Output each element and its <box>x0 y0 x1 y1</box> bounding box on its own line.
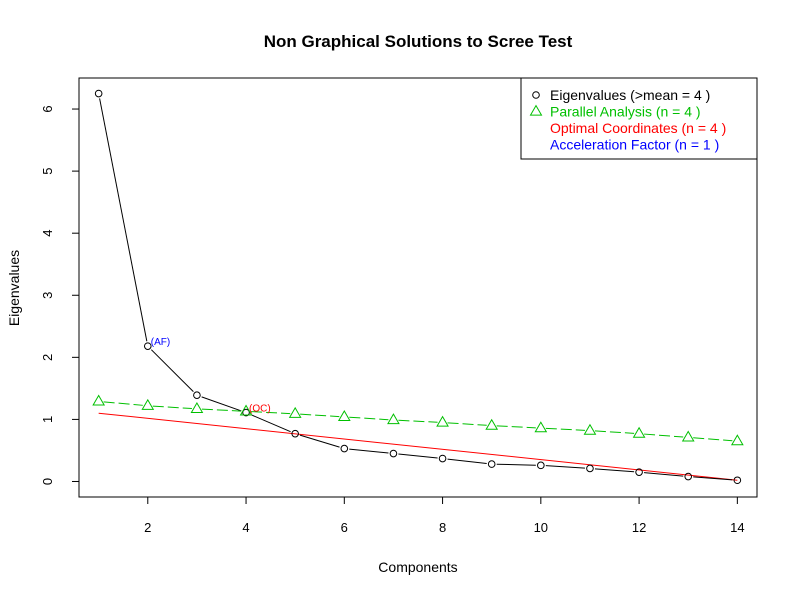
series-line-segment <box>594 430 635 434</box>
series-line-segment <box>545 427 585 431</box>
x-tick-label: 4 <box>242 520 249 535</box>
data-point <box>632 426 646 438</box>
series-parallel-analysis <box>92 394 744 446</box>
data-point <box>288 406 302 418</box>
x-tick-label: 8 <box>439 520 446 535</box>
y-tick-label: 3 <box>40 292 55 299</box>
x-tick-label: 2 <box>144 520 151 535</box>
series-line-segment <box>250 414 291 433</box>
y-tick-label: 4 <box>40 230 55 237</box>
series-line-segment <box>545 465 585 469</box>
x-axis-label: Components <box>378 559 457 575</box>
legend-entry: Optimal Coordinates (n = 4 ) <box>550 120 726 136</box>
series-line-segment <box>103 401 143 406</box>
series-line-segment <box>300 413 340 418</box>
y-tick-label: 5 <box>40 167 55 174</box>
y-tick-label: 0 <box>40 478 55 485</box>
data-point <box>387 413 400 425</box>
series-line-segment <box>447 422 487 426</box>
legend-entry: Parallel Analysis (n = 4 ) <box>550 104 701 120</box>
data-point <box>239 404 253 416</box>
oc-line <box>98 412 738 481</box>
data-point <box>583 423 597 435</box>
series-eigenvalues <box>94 89 742 485</box>
series-line-segment <box>398 453 438 459</box>
data-point <box>242 408 250 417</box>
data-point <box>485 418 499 430</box>
data-point <box>730 434 744 446</box>
series-line-segment <box>693 476 733 481</box>
y-tick-label: 2 <box>40 354 55 361</box>
data-point <box>193 391 201 399</box>
series-line-segment <box>594 468 635 473</box>
data-point <box>586 464 594 473</box>
series-line-segment <box>150 349 194 393</box>
data-point <box>635 468 643 476</box>
legend-symbol-circle <box>532 91 540 99</box>
legend-box <box>520 77 758 160</box>
chart-title: Non Graphical Solutions to Scree Test <box>264 32 573 51</box>
data-point <box>681 430 695 442</box>
x-tick-label: 10 <box>534 520 548 535</box>
data-point <box>487 460 496 468</box>
data-point <box>94 89 103 98</box>
data-point <box>436 415 449 427</box>
x-tick-label: 6 <box>341 520 348 535</box>
series-line-segment <box>496 425 536 429</box>
series-line-segment <box>152 405 192 410</box>
x-tick-label: 12 <box>632 520 646 535</box>
data-point <box>92 394 106 406</box>
y-axis-label: Eigenvalues <box>6 250 22 326</box>
data-point <box>537 461 545 470</box>
data-marks: (AF) (OC) <box>92 89 744 485</box>
data-point <box>438 454 447 463</box>
data-point <box>733 476 742 485</box>
data-point <box>534 421 548 433</box>
annotation-oc: (OC) <box>249 404 271 415</box>
data-point <box>190 401 204 413</box>
data-point <box>340 444 349 453</box>
y-tick-label: 1 <box>40 416 55 423</box>
series-line-segment <box>201 396 242 412</box>
annotation-af: (AF) <box>151 337 170 348</box>
data-point <box>684 472 693 481</box>
data-point <box>337 410 351 422</box>
series-line-segment <box>99 98 148 342</box>
series-line-segment <box>447 458 487 465</box>
series-line-segment <box>349 416 389 421</box>
series-line-segment <box>496 463 536 466</box>
series-line-segment <box>299 434 340 448</box>
data-point <box>143 342 152 350</box>
legend: Eigenvalues (>mean = 4 )Parallel Analysi… <box>520 77 758 160</box>
legend-entry: Eigenvalues (>mean = 4 ) <box>550 87 710 103</box>
series-line-segment <box>201 408 242 412</box>
series-line-segment <box>349 448 389 454</box>
x-tick-label: 14 <box>730 520 744 535</box>
series-line-segment <box>693 437 733 442</box>
data-point <box>291 429 299 438</box>
series-line-segment <box>251 411 291 415</box>
data-point <box>141 398 155 410</box>
y-tick-label: 6 <box>40 105 55 112</box>
series-line-segment <box>644 433 684 438</box>
data-point <box>389 449 398 458</box>
legend-entry: Acceleration Factor (n = 1 ) <box>550 137 719 153</box>
series-line-segment <box>644 472 684 477</box>
series-line-segment <box>398 419 438 423</box>
legend-symbol-triangle <box>529 104 543 116</box>
